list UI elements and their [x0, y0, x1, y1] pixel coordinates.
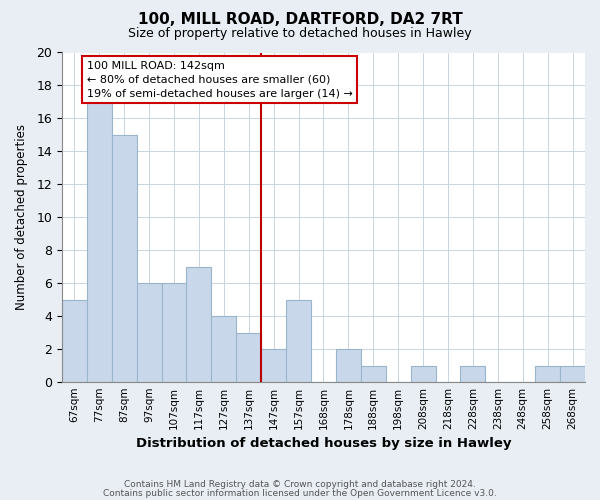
- Text: 100, MILL ROAD, DARTFORD, DA2 7RT: 100, MILL ROAD, DARTFORD, DA2 7RT: [137, 12, 463, 28]
- Bar: [187, 267, 211, 382]
- Bar: [560, 366, 585, 382]
- Bar: [361, 366, 386, 382]
- Bar: [211, 316, 236, 382]
- Bar: [336, 350, 361, 382]
- Bar: [137, 284, 161, 382]
- Bar: [460, 366, 485, 382]
- Bar: [161, 284, 187, 382]
- Bar: [236, 333, 261, 382]
- Bar: [62, 300, 87, 382]
- Bar: [87, 102, 112, 382]
- Text: Contains public sector information licensed under the Open Government Licence v3: Contains public sector information licen…: [103, 488, 497, 498]
- Y-axis label: Number of detached properties: Number of detached properties: [15, 124, 28, 310]
- X-axis label: Distribution of detached houses by size in Hawley: Distribution of detached houses by size …: [136, 437, 511, 450]
- Bar: [410, 366, 436, 382]
- Text: 100 MILL ROAD: 142sqm
← 80% of detached houses are smaller (60)
19% of semi-deta: 100 MILL ROAD: 142sqm ← 80% of detached …: [87, 60, 353, 98]
- Bar: [535, 366, 560, 382]
- Bar: [261, 350, 286, 382]
- Text: Contains HM Land Registry data © Crown copyright and database right 2024.: Contains HM Land Registry data © Crown c…: [124, 480, 476, 489]
- Text: Size of property relative to detached houses in Hawley: Size of property relative to detached ho…: [128, 28, 472, 40]
- Bar: [112, 135, 137, 382]
- Bar: [286, 300, 311, 382]
